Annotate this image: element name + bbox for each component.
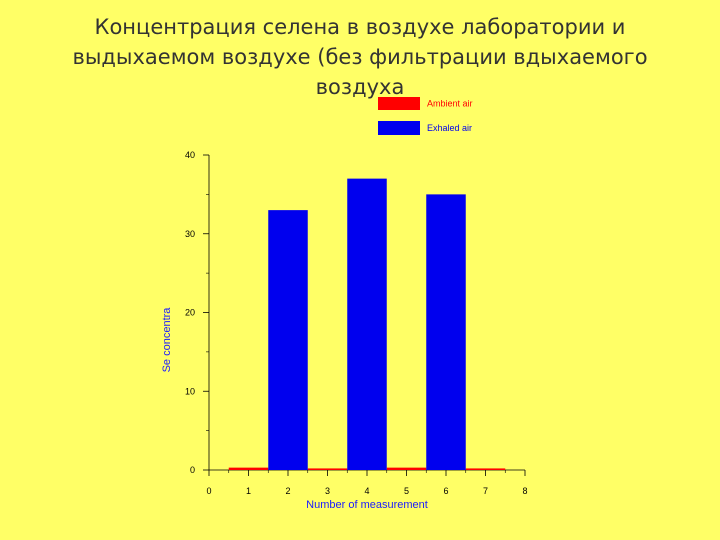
slide-title: Концентрация селена в воздухе лаборатори… — [40, 12, 680, 102]
y-tick-label: 0 — [190, 465, 195, 475]
y-axis-label: Se concentra — [161, 307, 173, 373]
legend-swatch — [378, 97, 420, 110]
legend-swatch — [378, 121, 420, 135]
bar-ambient-air — [465, 468, 506, 470]
x-tick-label: 0 — [206, 486, 211, 496]
legend: Ambient air Exhaled air — [378, 97, 473, 135]
x-tick-label: 3 — [325, 486, 330, 496]
slide-title-line-3: воздуха — [315, 75, 405, 99]
slide-title-line-1: Концентрация селена в воздухе лаборатори… — [94, 15, 626, 39]
y-tick-label: 30 — [185, 229, 195, 239]
bar-exhaled-air — [347, 178, 387, 470]
x-tick-label: 5 — [404, 486, 409, 496]
y-tick-label: 10 — [185, 386, 195, 396]
x-tick-label: 2 — [285, 486, 290, 496]
slide-title-line-2: выдыхаемом воздухе (без фильтрации вдыха… — [72, 45, 648, 69]
y-tick-label: 40 — [185, 150, 195, 160]
x-tick-label: 7 — [483, 486, 488, 496]
x-tick-label: 6 — [443, 486, 448, 496]
legend-label: Exhaled air — [427, 123, 472, 133]
bar-ambient-air — [307, 468, 348, 470]
y-tick-label: 20 — [185, 308, 195, 318]
legend-label: Ambient air — [427, 99, 473, 109]
bar-exhaled-air — [426, 194, 466, 470]
x-tick-label: 8 — [522, 486, 527, 496]
x-tick-label: 4 — [364, 486, 369, 496]
x-axis-label: Number of measurement — [306, 499, 428, 511]
x-tick-label: 1 — [246, 486, 251, 496]
bar-exhaled-air — [268, 210, 308, 470]
bar-ambient-air — [228, 467, 269, 470]
bars — [228, 178, 506, 470]
bar-ambient-air — [386, 467, 427, 470]
